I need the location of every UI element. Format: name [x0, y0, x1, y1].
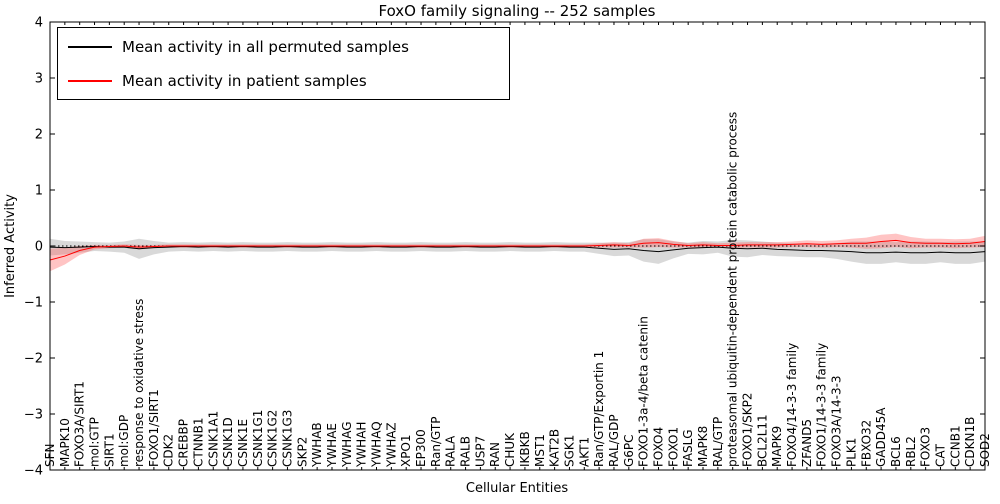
x-tick-label: Ran/GTP/Exportin 1 — [592, 351, 606, 467]
x-tick-label: AKT1 — [577, 437, 591, 467]
x-axis-tick-labels: SFN MAPK10 FOXO3A/SIRT1 mol:GTP SIRT1 mol:GDP… — [43, 22, 992, 470]
x-tick-label: FOXO1-3a-4/beta catenin — [637, 316, 651, 467]
x-tick-label: CREBBP — [177, 419, 191, 467]
x-tick-label: RALA — [444, 435, 458, 467]
x-tick-label: MST1 — [533, 434, 547, 467]
x-tick-label: CHUK — [503, 432, 517, 467]
legend-label-patient: Mean activity in patient samples — [122, 72, 367, 90]
x-tick-label: YWHAH — [355, 422, 369, 468]
x-tick-label: CCNB1 — [948, 425, 962, 467]
x-tick-label: Ran/GTP — [429, 416, 443, 467]
x-tick-label: USP7 — [473, 436, 487, 467]
x-tick-label: proteasomal ubiquitin-dependent protein … — [726, 112, 740, 467]
y-tick-label: 2 — [35, 128, 43, 143]
y-axis-label: Inferred Activity — [3, 194, 18, 298]
x-tick-label: MAPK10 — [58, 418, 72, 467]
x-tick-label: FOXO3A/SIRT1 — [73, 381, 87, 467]
legend: Mean activity in all permuted samples Me… — [57, 27, 510, 100]
plot-border — [49, 21, 986, 471]
x-tick-label: FOXO1 — [666, 427, 680, 467]
x-tick-label: PLK1 — [844, 438, 858, 467]
x-tick-label: XPO1 — [399, 434, 413, 467]
y-tick-label: −3 — [24, 408, 43, 423]
x-tick-label: CTNNB1 — [191, 417, 205, 467]
band-patient — [50, 233, 985, 272]
x-tick-label: response to oxidative stress — [132, 299, 146, 467]
line-patient — [49, 239, 986, 261]
x-tick-label: CSNK1G3 — [280, 410, 294, 467]
x-tick-label: CSNK1E — [236, 419, 250, 467]
x-tick-label: RAL/GDP — [607, 414, 621, 467]
y-axis-ticks: 4 3 2 1 0 −1 −2 −3 −4 — [24, 16, 985, 479]
x-tick-label: FOXO3A/14-3-3 — [830, 375, 844, 467]
x-tick-label: FOXO4 — [651, 427, 665, 467]
legend-box — [57, 27, 510, 100]
y-tick-label: 4 — [35, 16, 43, 31]
x-tick-label: CDK2 — [162, 434, 176, 467]
x-tick-label: EP300 — [414, 429, 428, 467]
series-lines — [49, 239, 986, 261]
x-tick-label: MAPK9 — [770, 426, 784, 467]
y-tick-label: 1 — [35, 184, 43, 199]
y-tick-label: 0 — [35, 240, 43, 255]
x-tick-label: CDKN1B — [963, 417, 977, 467]
x-tick-label: CAT — [933, 443, 947, 467]
x-tick-label: YWHAZ — [384, 422, 398, 468]
x-axis-label: Cellular Entities — [466, 481, 568, 496]
x-tick-label: G6PC — [622, 434, 636, 467]
x-tick-label: KAT2B — [548, 429, 562, 467]
x-tick-label: YWHAQ — [370, 421, 384, 468]
x-tick-label: YWHAB — [310, 422, 324, 468]
confidence-bands — [50, 233, 985, 272]
x-tick-label: YWHAE — [325, 423, 339, 468]
x-tick-label: BCL2L11 — [755, 414, 769, 467]
x-tick-label: RALB — [459, 436, 473, 467]
x-tick-label: CSNK1D — [221, 417, 235, 467]
x-tick-label: CSNK1A1 — [206, 411, 220, 467]
x-tick-label: YWHAG — [340, 421, 354, 468]
y-tick-label: −1 — [24, 296, 43, 311]
x-tick-label: FBXO32 — [859, 420, 873, 467]
x-tick-label: RAN — [488, 442, 502, 467]
y-tick-label: 3 — [35, 72, 43, 87]
x-tick-label: GADD45A — [874, 407, 888, 467]
x-tick-label: CSNK1G1 — [251, 410, 265, 467]
x-tick-label: FOXO1/14-3-3 family — [815, 343, 829, 467]
legend-label-permuted: Mean activity in all permuted samples — [122, 38, 409, 56]
y-tick-label: −2 — [24, 352, 43, 367]
x-tick-label: FOXO4/14-3-3 family — [785, 343, 799, 467]
x-tick-label: FOXO1/SIRT1 — [147, 389, 161, 467]
x-tick-label: BCL6 — [889, 436, 903, 467]
x-tick-label: FASLG — [681, 429, 695, 467]
x-tick-label: mol:GTP — [88, 417, 102, 467]
x-tick-label: SIRT1 — [102, 433, 116, 467]
chart-title: FoxO family signaling -- 252 samples — [378, 2, 655, 20]
x-tick-label: mol:GDP — [117, 415, 131, 467]
x-tick-label: RAL/GTP — [711, 417, 725, 467]
x-tick-label: MAPK8 — [696, 426, 710, 467]
x-tick-label: CSNK1G2 — [266, 410, 280, 467]
x-tick-label: IKBKB — [518, 431, 532, 467]
x-tick-label: FOXO1/SKP2 — [741, 392, 755, 467]
x-tick-label: FOXO3 — [919, 427, 933, 467]
line-permuted — [49, 246, 986, 254]
y-tick-label: −4 — [24, 464, 43, 479]
x-tick-label: ZFAND5 — [800, 419, 814, 467]
x-tick-label: RBL2 — [904, 436, 918, 467]
x-tick-label: SGK1 — [562, 435, 576, 467]
x-tick-label: SKP2 — [295, 437, 309, 467]
